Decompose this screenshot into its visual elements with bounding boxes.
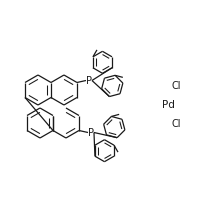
Text: Cl: Cl xyxy=(170,81,180,91)
Text: Pd: Pd xyxy=(161,100,174,110)
Text: P: P xyxy=(88,128,94,138)
Text: Cl: Cl xyxy=(170,119,180,129)
Text: P: P xyxy=(86,75,92,86)
